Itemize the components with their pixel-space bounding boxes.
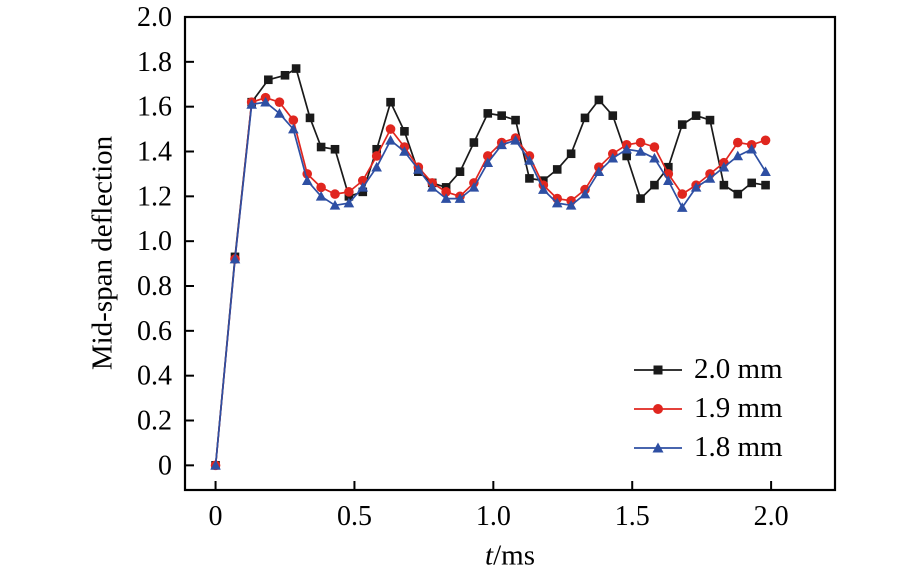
svg-text:0: 0 xyxy=(209,501,223,532)
svg-text:1.5: 1.5 xyxy=(615,501,650,532)
svg-text:1.2: 1.2 xyxy=(137,181,172,212)
legend-entry-1.8mm: 1.8 mm xyxy=(632,428,783,467)
svg-text:0: 0 xyxy=(158,450,172,481)
svg-text:0.2: 0.2 xyxy=(137,406,172,437)
legend-label: 1.8 mm xyxy=(694,431,783,463)
svg-text:0.5: 0.5 xyxy=(337,501,372,532)
svg-text:2.0: 2.0 xyxy=(754,501,789,532)
legend-label: 1.9 mm xyxy=(694,392,783,424)
x-axis-label-variable: t xyxy=(485,539,494,572)
legend: 2.0 mm 1.9 mm 1.8 mm xyxy=(632,350,783,467)
legend-label: 2.0 mm xyxy=(694,353,783,385)
legend-entry-2.0mm: 2.0 mm xyxy=(632,350,783,389)
axes-frame xyxy=(183,15,837,492)
legend-square-marker-icon xyxy=(634,365,682,374)
svg-text:0.4: 0.4 xyxy=(137,361,172,392)
x-axis-label-unit: /ms xyxy=(493,539,535,572)
svg-text:1.8: 1.8 xyxy=(137,47,172,78)
svg-text:0.8: 0.8 xyxy=(137,271,172,302)
y-axis-label: Mid-span deflection xyxy=(86,135,119,371)
x-axis-label: t/ms xyxy=(485,540,535,573)
y-axis-ticks: 0 0.2 0.4 0.6 0.8 1.0 1.2 1.4 1.6 1.8 2.0 xyxy=(137,2,194,481)
svg-text:1.4: 1.4 xyxy=(137,137,172,168)
series-1.8-mm xyxy=(210,96,771,470)
svg-text:2.0: 2.0 xyxy=(137,2,172,33)
svg-text:1.0: 1.0 xyxy=(476,501,511,532)
legend-triangle-marker-icon xyxy=(634,442,682,452)
x-axis-ticks: 0 0.5 1.0 1.5 2.0 xyxy=(209,481,789,532)
svg-text:1.0: 1.0 xyxy=(137,226,172,257)
svg-text:0.6: 0.6 xyxy=(137,316,172,347)
legend-circle-marker-icon xyxy=(634,403,682,414)
legend-entry-1.9mm: 1.9 mm xyxy=(632,389,783,428)
svg-text:1.6: 1.6 xyxy=(137,92,172,123)
